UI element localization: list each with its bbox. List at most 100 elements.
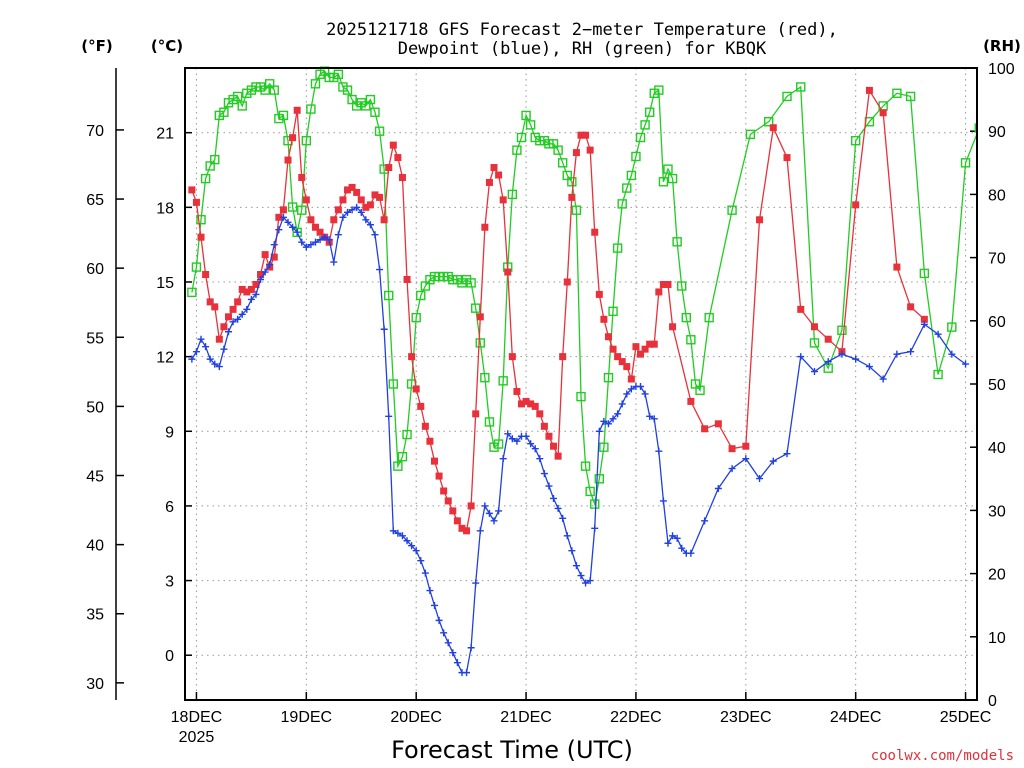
dewpoint-point [577, 572, 585, 580]
temperature-point [224, 313, 232, 321]
dewpoint-point [453, 659, 461, 667]
rh-point [571, 205, 582, 215]
rh-point [974, 123, 977, 133]
temperature-point [481, 223, 489, 231]
dewpoint-point [229, 318, 237, 326]
x-tick-label: 19DEC [281, 709, 333, 726]
dewpoint-point [215, 363, 223, 371]
dewpoint-point [513, 437, 521, 445]
rh-point [612, 243, 623, 253]
rh-point [585, 486, 595, 497]
temperature-point [362, 203, 370, 211]
rh-point [498, 376, 508, 386]
temperature-point [920, 315, 928, 323]
dewpoint-point [659, 497, 667, 505]
temperature-point [637, 350, 645, 358]
temperature-point [756, 216, 764, 224]
temperature-point [655, 288, 663, 296]
dewpoint-point [284, 218, 292, 226]
temperature-point [197, 233, 205, 241]
temperature-point [554, 452, 562, 460]
temperature-point [797, 305, 805, 313]
dewpoint-point [344, 208, 352, 216]
temperature-point [499, 196, 507, 204]
dewpoint-point [472, 579, 480, 587]
rh-point [374, 126, 385, 136]
rh-point [796, 82, 806, 92]
dewpoint-point [353, 203, 361, 211]
celsius-tick-label: 15 [156, 275, 174, 292]
dewpoint-point [531, 445, 539, 453]
rh-point [365, 94, 376, 105]
dewpoint-point [545, 482, 553, 490]
dewpoint-point [426, 587, 434, 595]
dewpoint-point [224, 328, 232, 336]
temperature-point [595, 290, 603, 298]
temperature-point [261, 251, 269, 259]
series-temperature [188, 86, 928, 535]
dewpoint-point [614, 410, 622, 418]
temperature-point [650, 340, 658, 348]
rh-point [210, 154, 220, 165]
temperature-point [623, 363, 631, 371]
fahrenheit-tick-label: 55 [86, 330, 104, 347]
rh-point [292, 227, 302, 238]
rh-point [704, 312, 714, 323]
temperature-point [380, 216, 388, 224]
temperature-point [238, 285, 246, 293]
temperature-point [641, 345, 649, 353]
temperature-point [810, 323, 818, 331]
rh-point [484, 417, 495, 427]
dewpoint-point [444, 639, 452, 647]
dewpoint-point [582, 579, 590, 587]
dewpoint-point [948, 350, 956, 358]
temperature-point [311, 223, 319, 231]
dewpoint-point [449, 649, 457, 657]
dewpoint-point [783, 450, 791, 458]
temperature-point [275, 213, 283, 221]
temperature-line [191, 88, 925, 532]
rh-point [590, 499, 600, 509]
dewpoint-point [202, 343, 210, 351]
temperature-point [449, 507, 457, 515]
dewpoint-point [389, 527, 397, 535]
dewpoint-point [655, 447, 663, 455]
dewpoint-point [742, 455, 750, 463]
temperature-point [435, 472, 443, 480]
dewpoint-point [879, 375, 887, 383]
temperature-point [188, 186, 196, 194]
temperature-point [403, 275, 411, 283]
temperature-point [540, 422, 548, 430]
rh-point [525, 120, 536, 130]
x-tick-label: 22DEC [610, 709, 662, 726]
temperature-point [508, 353, 516, 361]
celsius-tick-label: 9 [165, 424, 174, 441]
rh-point [402, 429, 412, 440]
rh-point [493, 439, 504, 449]
dewpoint-point [527, 440, 535, 448]
chart-title-line-2: Dewpoint (blue), RH (green) for KBQK [398, 39, 767, 59]
dewpoint-point [234, 315, 242, 323]
dewpoint-point [540, 470, 548, 478]
dewpoint-point [664, 539, 672, 547]
data-series [187, 66, 977, 677]
rh-point [672, 237, 682, 247]
dewpoint-point [252, 290, 260, 298]
temperature-point [865, 86, 873, 94]
temperature-point [618, 358, 626, 366]
temperature-point [659, 280, 667, 288]
x-tick-sublabel: 2025 [179, 729, 215, 746]
rh-point [594, 474, 605, 484]
temperature-point [907, 303, 915, 311]
rh-point [608, 306, 618, 317]
temperature-point [330, 216, 338, 224]
celsius-tick-label: 21 [156, 126, 174, 143]
rh-point [919, 268, 930, 279]
temperature-point [701, 425, 709, 433]
dewpoint-point [714, 485, 722, 493]
dewpoint-point [380, 325, 388, 333]
temperature-point [572, 149, 580, 157]
temperature-point [582, 131, 590, 139]
temperature-point [394, 154, 402, 162]
dewpoint-point [376, 266, 384, 274]
